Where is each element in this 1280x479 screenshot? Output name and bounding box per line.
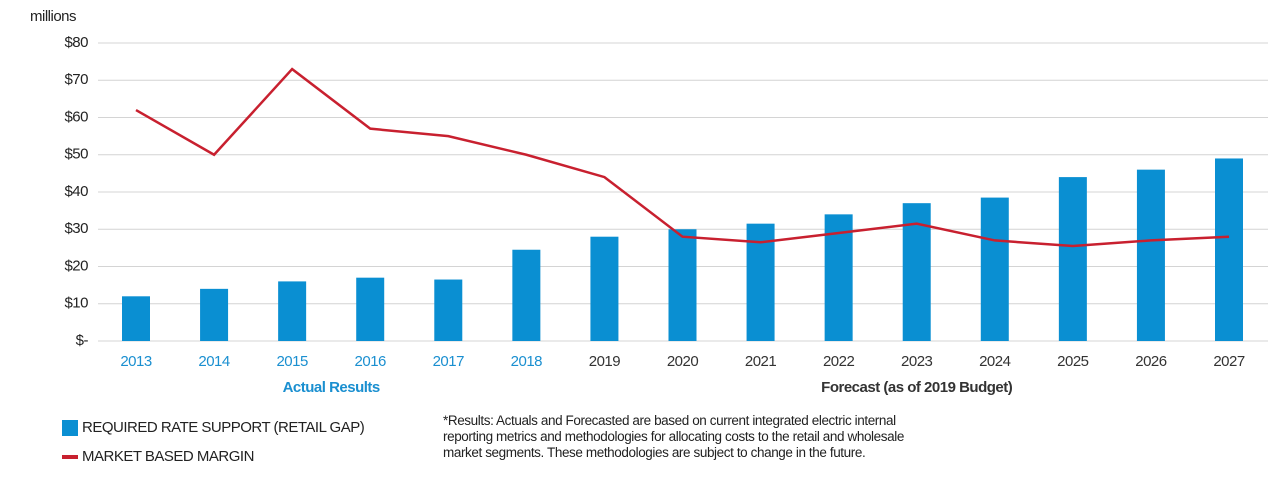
y-tick-label: $- [76, 332, 89, 349]
y-tick-label: $60 [64, 108, 88, 125]
bar [980, 197, 1009, 341]
x-tick-label: 2024 [979, 353, 1011, 370]
footnote-line: market segments. These methodologies are… [443, 445, 866, 460]
footnote-line: *Results: Actuals and Forecasted are bas… [443, 413, 896, 428]
legend-label: MARKET BASED MARGIN [82, 448, 254, 465]
footnote-line: reporting metrics and methodologies for … [443, 429, 904, 444]
x-tick-label: 2022 [823, 353, 855, 370]
legend-swatch [62, 455, 78, 459]
x-tick-label: 2020 [667, 353, 699, 370]
x-tick-label: 2015 [276, 353, 308, 370]
x-tick-label: 2016 [355, 353, 387, 370]
bar [356, 277, 385, 341]
bar [122, 296, 150, 341]
x-tick-label: 2013 [120, 353, 152, 370]
footnote: *Results: Actuals and Forecasted are bas… [443, 413, 904, 461]
y-tick-label: $20 [64, 257, 88, 274]
x-tick-label: 2017 [433, 353, 465, 370]
x-tick-label: 2021 [745, 353, 777, 370]
y-tick-label: $40 [64, 183, 88, 200]
bar [1136, 169, 1165, 341]
y-unit-label: millions [30, 8, 76, 25]
bar [824, 214, 853, 341]
bar [668, 229, 697, 341]
legend-label: REQUIRED RATE SUPPORT (RETAIL GAP) [82, 419, 365, 436]
legend-swatch [62, 420, 78, 436]
group-label: Forecast (as of 2019 Budget) [821, 379, 1013, 396]
line [135, 67, 1230, 248]
y-tick-label: $80 [64, 34, 88, 51]
bar [1215, 158, 1243, 341]
bar [512, 249, 541, 341]
y-tick-label: $70 [64, 71, 88, 88]
y-tick-label: $30 [64, 220, 88, 237]
x-tick-label: 2014 [198, 353, 230, 370]
x-tick-label: 2023 [901, 353, 933, 370]
bar [434, 279, 463, 341]
bar [590, 236, 619, 341]
y-tick-label: $10 [64, 295, 88, 312]
x-tick-label: 2018 [511, 353, 543, 370]
x-tick-label: 2027 [1213, 353, 1245, 370]
y-tick-label: $50 [64, 146, 88, 163]
group-label: Actual Results [283, 379, 380, 396]
x-tick-label: 2019 [589, 353, 621, 370]
bar [278, 281, 307, 341]
x-tick-label: 2026 [1135, 353, 1167, 370]
bar [200, 288, 229, 341]
bar [1058, 177, 1087, 341]
x-tick-label: 2025 [1057, 353, 1089, 370]
